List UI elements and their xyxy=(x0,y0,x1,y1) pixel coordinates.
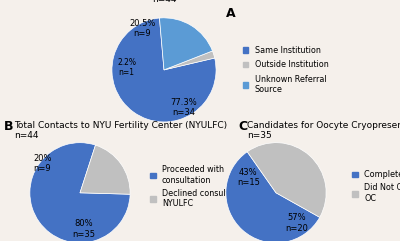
Text: 20%
n=9: 20% n=9 xyxy=(33,154,52,174)
Text: B: B xyxy=(4,120,14,134)
Title: Referral Source
n=44: Referral Source n=44 xyxy=(129,0,199,4)
Text: Candidates for Oocyte Cryopreservation (OC)
n=35: Candidates for Oocyte Cryopreservation (… xyxy=(247,120,400,140)
Wedge shape xyxy=(80,145,130,194)
Text: Total Contacts to NYU Fertility Center (NYULFC)
n=44: Total Contacts to NYU Fertility Center (… xyxy=(14,120,227,140)
Wedge shape xyxy=(30,143,130,241)
Wedge shape xyxy=(164,51,215,70)
Wedge shape xyxy=(112,18,216,122)
Text: 2.2%
n=1: 2.2% n=1 xyxy=(117,58,136,77)
Legend: Completed OC, Did Not Complete
OC: Completed OC, Did Not Complete OC xyxy=(349,167,400,206)
Text: 77.3%
n=34: 77.3% n=34 xyxy=(170,98,197,117)
Legend: Same Institution, Outside Institution, Unknown Referral
Source: Same Institution, Outside Institution, U… xyxy=(240,42,332,97)
Text: A: A xyxy=(226,7,236,20)
Wedge shape xyxy=(226,152,320,241)
Text: C: C xyxy=(238,120,247,134)
Text: 43%
n=15: 43% n=15 xyxy=(237,168,260,187)
Legend: Proceeded with
consultation, Declined consultation at
NYULFC: Proceeded with consultation, Declined co… xyxy=(147,162,263,211)
Wedge shape xyxy=(247,143,326,217)
Text: 20.5%
n=9: 20.5% n=9 xyxy=(129,19,155,38)
Text: 80%
n=35: 80% n=35 xyxy=(72,219,96,239)
Wedge shape xyxy=(160,18,212,70)
Text: 57%
n=20: 57% n=20 xyxy=(286,213,308,233)
